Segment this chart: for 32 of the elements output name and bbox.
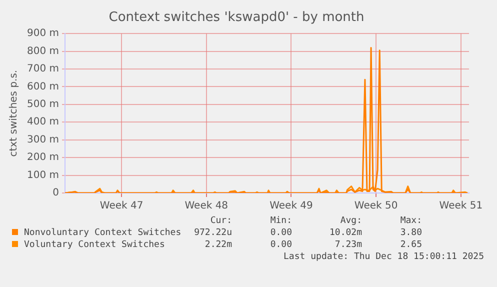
text: 3.80	[399, 227, 422, 239]
y-tick-label: 100 m	[26, 170, 60, 181]
text: Cur:	[209, 215, 232, 227]
legend-label: Voluntary Context Switches	[23, 239, 165, 251]
text: Min:	[269, 215, 292, 227]
text: Max:	[399, 215, 422, 227]
x-tick-label: Week 51	[439, 200, 483, 212]
y-tick-label: 500 m	[26, 99, 60, 110]
text: 0.00	[269, 239, 292, 251]
legend-label: Nonvoluntary Context Switches	[23, 227, 182, 239]
text: Avg:	[339, 215, 362, 227]
text: 2.22m	[204, 240, 232, 250]
y-tick-label: 700 m	[26, 64, 60, 75]
text: 0.00	[269, 227, 292, 239]
y-tick-label: 800 m	[26, 46, 60, 57]
text: 7.23m	[334, 239, 362, 251]
y-axis-title: ctxt switches p.s.	[8, 70, 20, 157]
chart-title: Context switches 'kswapd0' - by month	[108, 10, 364, 26]
text: Last update: Thu Dec 18 15:00:11 2025	[284, 252, 484, 262]
y-tick-label: 600 m	[26, 81, 60, 92]
x-tick-label: Week 47	[100, 200, 144, 212]
y-tick-label: 400 m	[26, 116, 60, 128]
text: 2.65	[399, 239, 422, 251]
y-tick-label: 900 m	[26, 28, 60, 40]
y-tick-label: 200 m	[26, 152, 60, 164]
text: 10.02m	[328, 227, 362, 239]
x-tick-label: Week 50	[354, 200, 398, 212]
x-tick-label: Week 48	[184, 200, 228, 212]
y-tick-label: 300 m	[26, 134, 60, 146]
x-tick-label: Week 49	[270, 200, 313, 212]
text: 972.22u	[194, 228, 232, 238]
y-tick-label: 0	[52, 188, 60, 199]
